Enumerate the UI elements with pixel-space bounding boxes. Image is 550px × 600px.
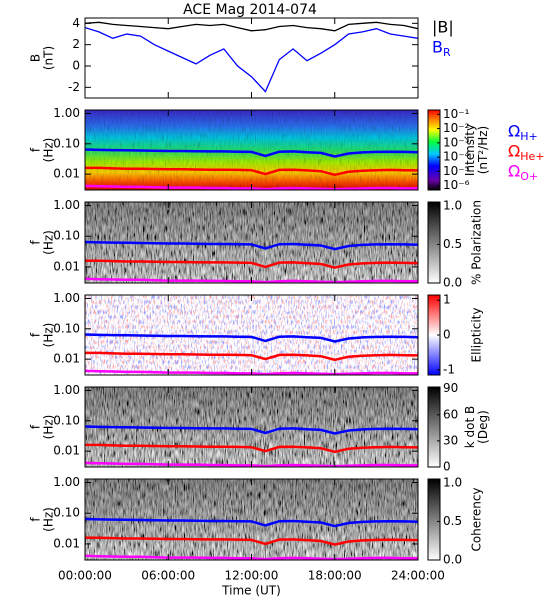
legend-entry: ΩHe+ (508, 142, 545, 164)
gyrofrequency-line (85, 259, 418, 269)
y-axis-label: f (29, 332, 43, 337)
colorbar-label: Intensity (463, 124, 477, 176)
colorbar-tick-label: 1.0 (443, 475, 462, 489)
y-tick-label: 0.10 (53, 321, 80, 335)
y-axis-label: f (29, 147, 43, 152)
series-line (85, 26, 418, 93)
y-axis-label: (Hz) (42, 323, 56, 348)
y-axis-label: f (29, 424, 43, 429)
y-axis-label: (Hz) (42, 138, 56, 163)
y-axis-label: f (29, 240, 43, 245)
colorbar-label: Coherency (470, 487, 484, 551)
y-tick-label: 1.00 (53, 198, 80, 212)
legend-entry: ΩH+ (508, 122, 538, 144)
gyrofrequency-line (85, 166, 418, 177)
colorbar (427, 386, 441, 468)
y-axis-label: f (29, 517, 43, 522)
plot-area (85, 295, 418, 375)
y-tick-label: 1.00 (53, 291, 80, 305)
gyrofrequency-line (85, 425, 418, 435)
colorbar (427, 478, 441, 561)
colorbar-tick-label: 0 (443, 328, 451, 342)
y-axis-label: (nT) (42, 46, 56, 70)
colorbar (427, 201, 441, 284)
y-tick-label: 0.10 (53, 136, 80, 150)
y-axis-label: B (29, 54, 43, 62)
plot-area (85, 202, 418, 283)
x-tick-label: 06:00:00 (141, 569, 195, 583)
colorbar-tick-label: 0.5 (443, 237, 462, 251)
chart-title: ACE Mag 2014-074 (183, 2, 317, 18)
plot-area (85, 479, 418, 560)
legend-entry: BR (432, 38, 451, 60)
y-tick-label: 0.10 (53, 506, 80, 520)
y-axis-label: (Hz) (42, 507, 56, 532)
colorbar-tick-label: 90 (443, 381, 458, 395)
colorbar-label: % Polarization (470, 200, 484, 285)
colorbar-tick-label: 0.0 (443, 276, 462, 290)
gyrofrequency-line (85, 240, 418, 251)
y-tick-label: 0 (72, 59, 80, 73)
series-line (85, 21, 418, 32)
y-tick-label: 4 (72, 16, 80, 30)
x-tick-label: 24:00:00 (391, 569, 445, 583)
y-tick-label: 1.00 (53, 383, 80, 397)
y-tick-label: 1.00 (53, 106, 80, 120)
y-tick-label: 0.01 (53, 352, 80, 366)
x-axis-label: Time (UT) (221, 584, 281, 598)
colorbar-tick-label: -1 (443, 362, 455, 376)
y-tick-label: 0.01 (53, 167, 80, 181)
gyrofrequency-line (85, 443, 418, 454)
colorbar-tick-label: 10⁻⁴ (443, 150, 470, 164)
x-tick-label: 12:00:00 (225, 569, 279, 583)
y-tick-label: 0.10 (53, 413, 80, 427)
colorbar-tick-label: 0 (443, 460, 451, 474)
x-tick-label: 18:00:00 (308, 569, 362, 583)
y-tick-label: 2 (72, 37, 80, 51)
colorbar-label: Ellipticity (470, 308, 484, 363)
colorbar-tick-label: 10⁻³ (443, 135, 470, 149)
colorbar-tick-label: 0.0 (443, 553, 462, 567)
colorbar-tick-label: 10⁻⁶ (443, 178, 470, 192)
colorbar-tick-label: 0.5 (443, 514, 462, 528)
legend-entry: |B| (432, 18, 454, 37)
plot-area (85, 387, 418, 467)
legend-entry: ΩO+ (508, 162, 538, 184)
colorbar-tick-label: 60 (443, 407, 458, 421)
y-tick-label: 0.01 (53, 444, 80, 458)
colorbar-tick-label: 10⁻⁵ (443, 164, 470, 178)
y-axis-label: (Hz) (42, 230, 56, 255)
plot-area (85, 21, 418, 93)
y-tick-label: 0.10 (53, 229, 80, 243)
colorbar-tick-label: 1.0 (443, 198, 462, 212)
y-tick-label: 0.01 (53, 536, 80, 550)
colorbar-label: (nT²/Hz) (476, 126, 490, 174)
colorbar (427, 109, 441, 191)
gyrofrequency-line (85, 148, 418, 158)
colorbar-label: (Deg) (476, 410, 490, 444)
y-axis-label: (Hz) (42, 415, 56, 440)
gyrofrequency-line (85, 517, 418, 528)
gyrofrequency-line (85, 536, 418, 546)
colorbar-label: k dot B (463, 406, 477, 448)
colorbar-tick-label: 1 (443, 293, 451, 307)
y-tick-label: 1.00 (53, 475, 80, 489)
colorbar-tick-label: 30 (443, 433, 458, 447)
colorbar-tick-label: 10⁻¹ (443, 107, 470, 121)
plot-area (85, 110, 418, 190)
x-tick-label: 00:00:00 (58, 569, 112, 583)
gyrofrequency-line (85, 351, 418, 362)
y-tick-label: -2 (68, 80, 80, 94)
y-tick-label: 0.01 (53, 259, 80, 273)
gyrofrequency-line (85, 333, 418, 343)
colorbar-tick-label: 10⁻² (443, 121, 470, 135)
